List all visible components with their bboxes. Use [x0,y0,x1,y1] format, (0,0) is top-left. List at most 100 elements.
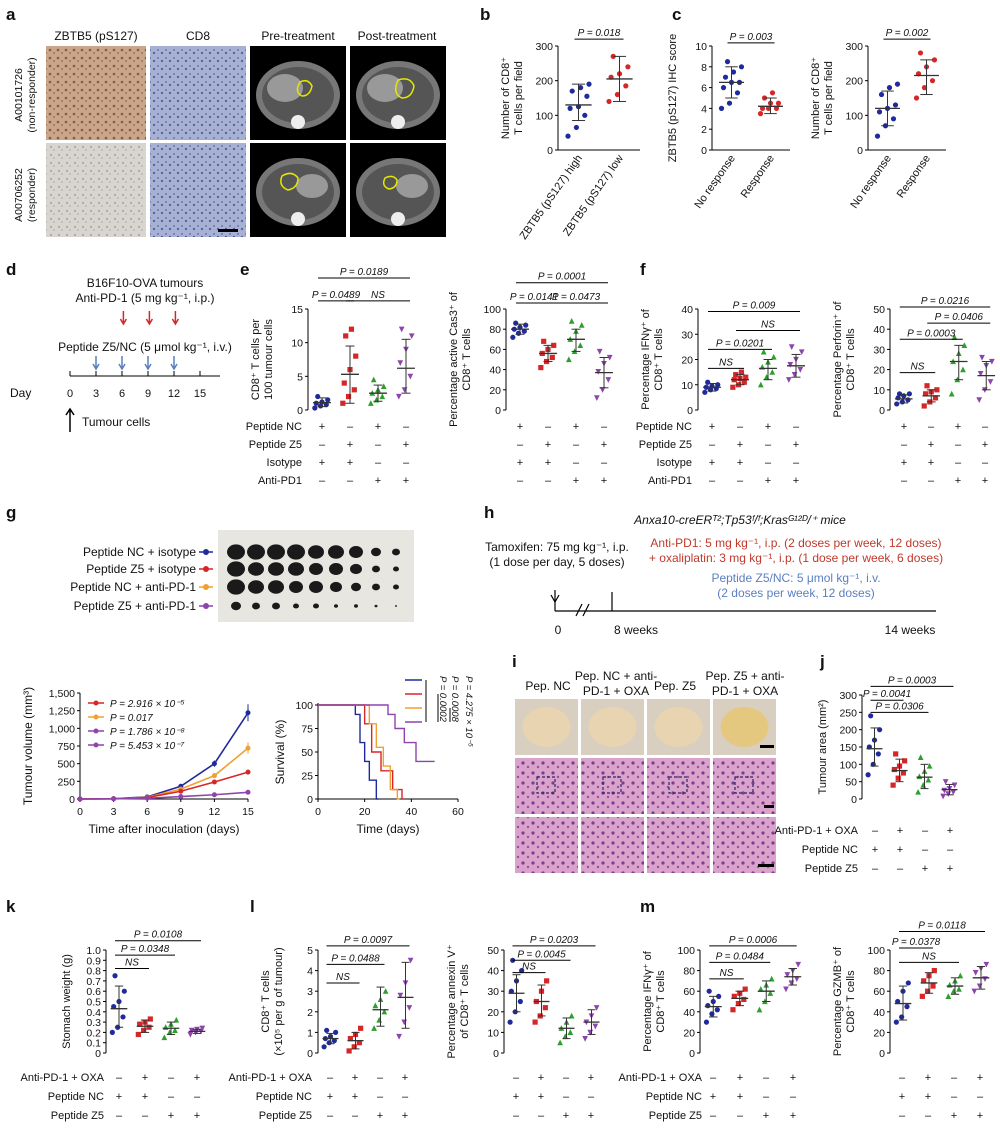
x-tick-label: 0 [77,806,83,818]
tumour [372,565,380,573]
data-point [951,782,958,789]
y-tick-label: 1,250 [49,706,75,718]
tumour [354,604,358,608]
y-tick-label: 30 [487,986,499,998]
data-point [706,988,712,994]
panel-g-photo: g Peptide NC + isotype Peptide Z5 + isot… [6,503,414,622]
data-point [971,988,978,995]
data-point [865,772,871,778]
factor-mark: + [790,1110,796,1122]
y-tick-label: 1,500 [49,688,75,700]
factor-mark: + [901,421,907,433]
factor-mark: – [922,825,929,837]
y-axis-label: Tumour volume (mm³) [21,687,35,805]
y-tick-label: 0 [879,405,885,417]
y-axis-label: Survival (%) [273,720,287,785]
data-point [932,395,939,401]
survival-curve [318,704,379,800]
factor-mark: – [790,1091,797,1103]
chart-m2: 0 20 40 60 80 100 Percentage GZMB⁺ of CD8⁺ T ce… [832,920,990,1060]
tumour [248,580,264,594]
data-point [557,1039,563,1046]
y-tick-label: 25 [301,771,313,783]
factor-mark: + [517,457,523,469]
y-tick-label: 20 [873,365,885,377]
p-value-label: NS [911,362,925,373]
factor-mark: + [793,439,799,451]
y-tick-label: 500 [57,759,75,771]
y-tick-label: 0 [495,405,501,417]
data-point [582,112,588,118]
chart-e2: 0 20 40 60 80 100 Percentage active Cas3⁺ of CD… [448,272,613,427]
data-point [989,358,995,365]
col-header-cd8: CD8 [186,29,210,43]
y-tick-label: 0.6 [86,986,101,998]
factor-mark: – [793,421,800,433]
data-point [544,978,550,984]
factor-mark: – [517,439,524,451]
tumour-photo [227,544,400,611]
data-point [917,754,924,760]
panel-letter-l: l [250,897,255,916]
row-label-1-id: A00101726 [13,68,25,122]
photo-label-1: Peptide NC + isotype [83,545,196,559]
data-point [187,1031,194,1038]
peptide-arrow [118,356,126,371]
x-axis-label: Time after inoculation (days) [89,822,240,836]
he-image-grid [515,699,776,873]
timeline-d-line3: Peptide Z5/NC (5 μmol kg⁻¹, i.v.) [58,340,232,354]
factor-mark: – [955,439,962,451]
data-point [718,105,725,111]
data-point [397,992,404,999]
i-header-4b: PD-1 + OXA [712,684,778,698]
factor-mark: + [737,457,743,469]
series-line [79,712,249,800]
factor-mark: – [352,1110,359,1122]
factor-mark: – [765,439,772,451]
tumour [309,581,323,593]
factor-mark: + [982,439,988,451]
y-tick-label: 3 [307,986,313,998]
factor-mark: + [403,439,409,451]
y-axis-label: ZBTB5 (pS127) IHC score [667,34,679,162]
y-axis-label: (×10⁵ per g of tumour) [273,947,285,1055]
data-point [767,990,774,996]
panel-letter-i: i [512,652,517,671]
data-point [769,369,776,375]
y-axis-label: CD8⁺ T cells [461,328,473,391]
data-point [507,1019,513,1025]
data-point [348,326,355,332]
ihc-cd8-nonresponder [150,46,246,140]
data-point [797,367,804,373]
x-tick-label: 40 [405,806,417,818]
data-point [379,393,386,400]
data-point [890,116,897,122]
factor-mark: + [545,439,551,451]
factor-mark: + [947,825,953,837]
y-tick-label: 50 [845,777,857,789]
y-tick-label: 100 [867,945,885,957]
data-point [925,776,932,783]
category-label: No response [692,153,738,211]
data-point [508,988,514,994]
factor-mark: + [538,1072,544,1084]
he-section-high [515,817,578,873]
y-tick-label: 150 [839,742,857,754]
p-value-label: NS [922,951,936,962]
data-point [770,353,777,360]
data-point [521,328,527,334]
data-point [333,1029,339,1035]
factor-row-label: Peptide NC [246,421,302,433]
y-tick-label: 0.4 [86,1007,101,1019]
factor-mark: – [319,475,326,487]
data-point [730,384,736,390]
data-point [976,983,983,990]
factor-mark: + [513,1091,519,1103]
factor-mark: + [737,1091,743,1103]
row-label-2-id: A00706252 [13,168,25,222]
data-point [408,333,415,340]
data-point [917,50,924,56]
data-point [921,85,928,91]
data-point [929,78,936,84]
y-tick-label: 0 [69,794,75,806]
